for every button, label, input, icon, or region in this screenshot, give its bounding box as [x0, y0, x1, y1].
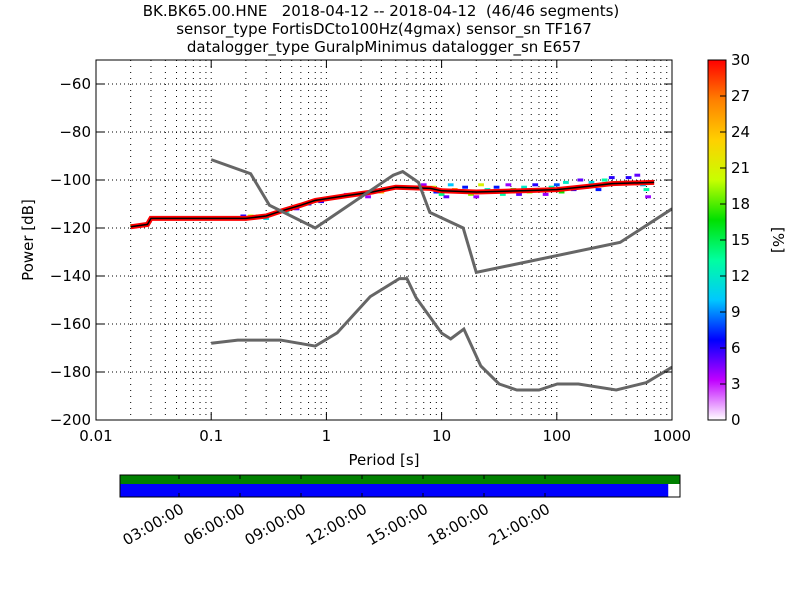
histogram-cell	[493, 185, 500, 189]
y-axis-label: Power [dB]	[19, 199, 37, 281]
x-tick-label: 0.01	[79, 427, 112, 445]
histogram-cell	[625, 176, 632, 180]
histogram-cell	[447, 183, 454, 187]
histogram-cell	[563, 180, 569, 184]
x-tick-label: 0.1	[199, 427, 223, 445]
used-data-bar	[120, 484, 669, 497]
x-axis-label: Period [s]	[348, 451, 419, 469]
available-data-bar	[120, 475, 680, 484]
x-tick-label: 10	[432, 427, 451, 445]
colorbar-tick-label: 3	[731, 375, 741, 393]
histogram-cell	[516, 192, 522, 196]
histogram-cell	[558, 190, 565, 194]
timeline-tick-label: 03:00:00	[120, 500, 187, 549]
timeline-tick-label: 18:00:00	[425, 500, 492, 549]
colorbar-label: [%]	[769, 227, 787, 253]
histogram-cell	[420, 183, 427, 187]
mode-band	[130, 179, 655, 230]
histogram-cell	[478, 183, 484, 187]
histogram-cell	[438, 192, 445, 196]
mean-curve	[130, 181, 655, 228]
histogram-cell	[577, 178, 584, 182]
nhnm-curve	[210, 158, 672, 275]
colorbar: 0 3 6 9 12 15 18 21 24 27 30 [%]	[707, 51, 787, 429]
histogram-cell	[588, 180, 595, 184]
nlnm-curve	[211, 277, 672, 392]
title-line-1: BK.BK65.00.HNE 2018-04-12 -- 2018-04-12 …	[143, 2, 620, 20]
plot-frame	[95, 59, 673, 421]
y-ticks: −200 −180 −160 −140 −120 −100 −80 −60	[50, 75, 672, 429]
x-tick-label: 100	[542, 427, 571, 445]
timeline-tick-label: 21:00:00	[486, 500, 553, 549]
histogram-cell	[595, 188, 602, 192]
colorbar-tick-label: 9	[731, 303, 741, 321]
data-coverage-timeline: 03:00:0006:00:0009:00:0012:00:0015:00:00…	[119, 474, 681, 549]
histogram-cell	[542, 192, 549, 196]
timeline-tick-label: 09:00:00	[242, 500, 309, 549]
curves	[130, 158, 672, 392]
grid	[96, 60, 672, 420]
histogram-cell	[645, 195, 651, 199]
timeline-tick-label: 06:00:00	[181, 500, 248, 549]
y-tick-label: −200	[50, 411, 91, 429]
y-tick-label: −160	[50, 315, 91, 333]
histogram-cell	[601, 178, 608, 182]
title: BK.BK65.00.HNE 2018-04-12 -- 2018-04-12 …	[143, 2, 620, 57]
colorbar-tick-label: 30	[731, 51, 750, 69]
title-line-2: sensor_type FortisDCto100Hz(4gmax) senso…	[176, 20, 592, 39]
histogram-cell	[365, 195, 371, 199]
x-ticks: 0.01 0.1 1 10 100 1000	[79, 60, 691, 445]
histogram-cell	[553, 183, 560, 187]
y-tick-label: −140	[50, 267, 91, 285]
x-tick-label: 1	[322, 427, 332, 445]
colorbar-tick-label: 15	[731, 231, 750, 249]
histogram-cell	[462, 185, 468, 189]
timeline-frame	[119, 474, 681, 498]
histogram-cell	[608, 176, 615, 180]
histogram-cell	[505, 183, 512, 187]
histogram-cell	[473, 195, 480, 199]
x-tick-label: 1000	[653, 427, 691, 445]
histogram-cell	[443, 195, 450, 199]
timeline-tick-label: 12:00:00	[303, 500, 370, 549]
histogram-cell	[643, 188, 650, 192]
histogram-cell	[521, 185, 527, 189]
timeline-tick-label: 15:00:00	[364, 500, 431, 549]
title-line-3: datalogger_type GuralpMinimus datalogger…	[187, 38, 581, 57]
histogram-cell	[499, 192, 506, 196]
histogram-cell	[548, 185, 555, 189]
y-tick-label: −60	[59, 75, 91, 93]
colorbar-tick-label: 12	[731, 267, 750, 285]
y-tick-label: −120	[50, 219, 91, 237]
colorbar-tick-label: 21	[731, 159, 750, 177]
colorbar-tick-label: 0	[731, 411, 741, 429]
y-tick-label: −100	[50, 171, 91, 189]
y-tick-label: −80	[59, 123, 91, 141]
colorbar-tick-label: 24	[731, 123, 750, 141]
histogram-cell	[532, 183, 539, 187]
colorbar-tick-label: 27	[731, 87, 750, 105]
histogram-cell	[468, 192, 474, 196]
y-tick-label: −180	[50, 363, 91, 381]
colorbar-tick-label: 18	[731, 195, 750, 213]
histogram-cell	[634, 173, 641, 177]
colorbar-tick-label: 6	[731, 339, 741, 357]
